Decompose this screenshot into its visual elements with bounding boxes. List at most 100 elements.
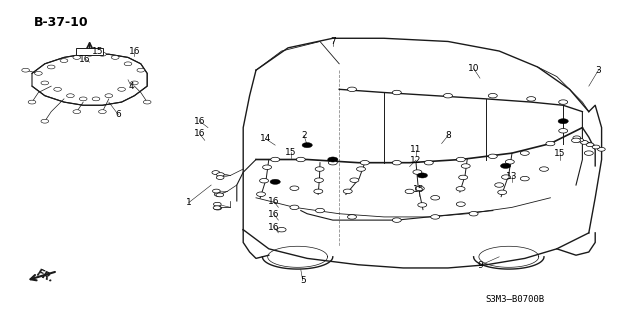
Text: 7: 7: [330, 37, 335, 46]
Circle shape: [405, 189, 414, 194]
Circle shape: [271, 157, 280, 162]
Circle shape: [35, 71, 42, 75]
Circle shape: [277, 227, 286, 232]
Circle shape: [111, 56, 119, 59]
Circle shape: [41, 81, 49, 85]
Circle shape: [520, 175, 529, 180]
Circle shape: [47, 65, 55, 69]
Circle shape: [328, 160, 337, 165]
Circle shape: [558, 119, 568, 124]
Circle shape: [131, 81, 138, 85]
Circle shape: [311, 189, 320, 193]
Circle shape: [580, 140, 588, 144]
Text: 8: 8: [445, 131, 451, 140]
Circle shape: [546, 141, 555, 146]
Circle shape: [444, 93, 452, 98]
Circle shape: [328, 157, 338, 162]
Circle shape: [573, 136, 580, 140]
Circle shape: [313, 178, 322, 182]
Circle shape: [214, 206, 222, 210]
Circle shape: [429, 202, 438, 206]
Circle shape: [92, 97, 100, 101]
Circle shape: [105, 94, 113, 98]
Circle shape: [296, 157, 305, 162]
Circle shape: [415, 170, 424, 174]
Circle shape: [520, 176, 529, 181]
Circle shape: [143, 100, 151, 104]
Circle shape: [540, 167, 548, 171]
Circle shape: [456, 157, 465, 162]
Text: 11: 11: [410, 145, 422, 154]
Circle shape: [360, 160, 369, 165]
Text: 16: 16: [268, 210, 280, 219]
Circle shape: [520, 151, 529, 155]
Circle shape: [22, 68, 29, 72]
Circle shape: [527, 97, 536, 101]
Text: S3M3–B0700B: S3M3–B0700B: [486, 295, 545, 304]
Circle shape: [431, 196, 440, 200]
Text: 13: 13: [506, 172, 518, 181]
Circle shape: [251, 199, 260, 204]
Circle shape: [28, 100, 36, 104]
Circle shape: [215, 175, 223, 179]
Circle shape: [586, 143, 594, 147]
Circle shape: [392, 90, 401, 95]
Circle shape: [369, 179, 378, 183]
Text: 15: 15: [92, 47, 103, 56]
Circle shape: [216, 169, 224, 173]
Circle shape: [211, 209, 219, 213]
Circle shape: [598, 147, 605, 151]
Text: 15: 15: [413, 185, 425, 194]
Circle shape: [510, 156, 519, 161]
Circle shape: [592, 145, 600, 149]
Circle shape: [86, 52, 93, 56]
Circle shape: [465, 193, 474, 197]
Circle shape: [431, 215, 440, 219]
Circle shape: [422, 186, 431, 190]
Text: 14: 14: [260, 134, 271, 143]
Circle shape: [463, 165, 472, 170]
Circle shape: [559, 129, 568, 133]
Circle shape: [417, 173, 428, 178]
Polygon shape: [32, 54, 147, 105]
Circle shape: [73, 110, 81, 114]
Circle shape: [219, 173, 227, 177]
Circle shape: [488, 154, 497, 159]
Circle shape: [364, 167, 372, 172]
Text: 16: 16: [268, 197, 280, 206]
Circle shape: [54, 87, 61, 91]
Circle shape: [73, 56, 81, 59]
Circle shape: [270, 179, 280, 184]
Circle shape: [213, 189, 221, 193]
Circle shape: [208, 187, 216, 191]
Circle shape: [261, 167, 270, 171]
Circle shape: [124, 62, 132, 66]
Circle shape: [137, 68, 145, 72]
Text: 15: 15: [285, 148, 297, 157]
Circle shape: [67, 94, 74, 98]
Text: 3: 3: [596, 66, 601, 75]
Text: 4: 4: [129, 82, 134, 91]
Text: 16: 16: [129, 47, 140, 56]
Circle shape: [314, 167, 323, 171]
Circle shape: [392, 218, 401, 222]
Circle shape: [210, 185, 218, 189]
Circle shape: [316, 208, 324, 213]
Circle shape: [256, 183, 265, 187]
Text: 16: 16: [194, 130, 205, 138]
Text: 2: 2: [301, 131, 307, 140]
Text: 16: 16: [194, 117, 205, 126]
Text: 12: 12: [410, 156, 422, 165]
Circle shape: [424, 160, 433, 165]
Text: 16: 16: [268, 223, 280, 232]
Circle shape: [584, 151, 593, 155]
Circle shape: [348, 215, 356, 219]
Text: 16: 16: [79, 55, 91, 63]
Circle shape: [60, 59, 68, 63]
Text: B-37-10: B-37-10: [33, 16, 88, 29]
Circle shape: [290, 205, 299, 210]
Circle shape: [456, 202, 465, 206]
Circle shape: [374, 191, 383, 195]
Circle shape: [515, 166, 524, 170]
Circle shape: [290, 186, 299, 190]
